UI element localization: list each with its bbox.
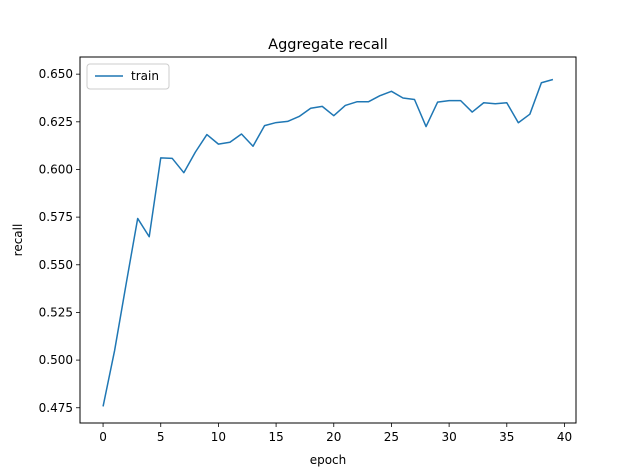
x-tick-label: 15 [268,430,283,444]
y-axis: 0.475 0.500 0.525 0.550 0.575 0.600 0.625 0.650 [39,67,80,415]
legend-label-train: train [131,69,159,83]
y-tick-label: 0.650 [39,67,73,81]
x-tick-label: 20 [326,430,341,444]
plot-area [79,56,577,424]
plot-frame [79,56,577,424]
chart-title: Aggregate recall [268,37,388,53]
x-axis-label: epoch [310,453,347,467]
x-tick-label: 30 [441,430,456,444]
y-axis-label: recall [11,224,25,257]
legend-box [86,63,170,90]
y-tick-label: 0.625 [39,115,73,129]
series-layer [102,78,554,407]
y-tick-label: 0.475 [39,401,73,415]
x-tick-label: 35 [499,430,514,444]
x-tick-label: 10 [211,430,226,444]
x-axis: 0 5 10 15 20 25 30 35 40 [99,423,572,444]
y-tick-label: 0.525 [39,305,73,319]
y-tick-label: 0.575 [39,210,73,224]
x-tick-label: 40 [557,430,572,444]
x-tick-label: 0 [99,430,107,444]
y-tick-label: 0.550 [39,258,73,272]
x-tick-label: 25 [384,430,399,444]
y-tick-label: 0.500 [39,353,73,367]
y-tick-label: 0.600 [39,162,73,176]
legend: train [86,63,170,90]
x-tick-label: 5 [157,430,165,444]
series-line-train [102,78,554,407]
